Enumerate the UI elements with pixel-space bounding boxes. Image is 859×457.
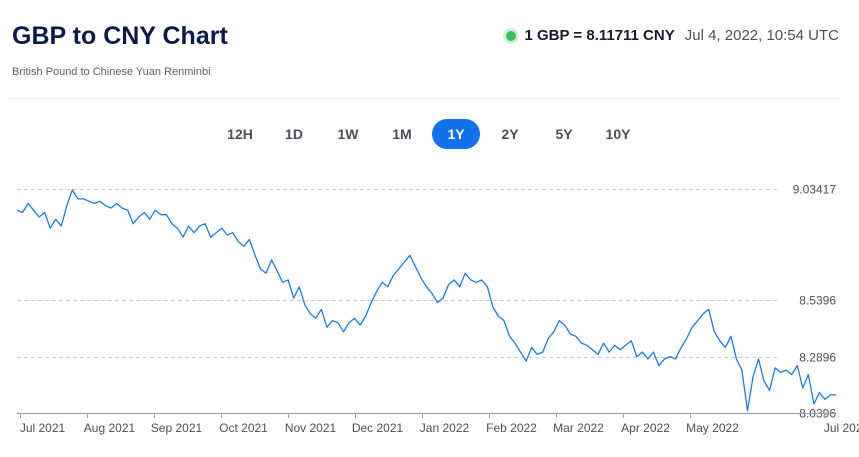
tab-12h[interactable]: 12H [227, 126, 253, 142]
current-rate: 1 GBP = 8.11711 CNY Jul 4, 2022, 10:54 U… [506, 27, 839, 44]
x-tick-label: Jan 2022 [420, 421, 470, 435]
page-subtitle: British Pound to Chinese Yuan Renminbi [12, 66, 211, 78]
tab-1m[interactable]: 1M [392, 126, 412, 142]
x-tick-label: Oct 2021 [219, 421, 268, 435]
series-line [16, 189, 836, 412]
x-tick-label: Apr 2022 [621, 421, 670, 435]
rate-timestamp: Jul 4, 2022, 10:54 UTC [684, 27, 839, 44]
tab-5y[interactable]: 5Y [555, 126, 573, 142]
x-tick-label: Mar 2022 [553, 421, 604, 435]
page-title: GBP to CNY Chart [12, 22, 228, 50]
tab-1w[interactable]: 1W [337, 126, 359, 142]
x-tick-label: Nov 2021 [285, 421, 337, 435]
rate-value: 1 GBP = 8.11711 CNY [524, 27, 675, 44]
tab-2y[interactable]: 2Y [501, 126, 519, 142]
y-tick-label: 8.2896 [799, 351, 836, 365]
y-tick-label: 8.5396 [799, 294, 836, 308]
tab-1d[interactable]: 1D [285, 126, 303, 142]
header-divider [10, 98, 839, 99]
range-tabs: 12H 1D 1W 1M 1Y 2Y 5Y 10Y [216, 119, 642, 149]
x-tick-label: Aug 2021 [84, 421, 136, 435]
x-tick-label: Jul 2021 [20, 421, 66, 435]
tab-10y[interactable]: 10Y [605, 126, 631, 142]
x-tick-label: Feb 2022 [486, 421, 537, 435]
x-tick-label: Sep 2021 [151, 421, 203, 435]
y-tick-label: 9.03417 [793, 183, 837, 197]
x-tick-label: Dec 2021 [352, 421, 404, 435]
x-tick-label: Jul 2022 [824, 421, 859, 435]
live-status-icon [506, 30, 517, 41]
tab-1y[interactable]: 1Y [432, 119, 480, 149]
x-tick-label: May 2022 [686, 421, 739, 435]
